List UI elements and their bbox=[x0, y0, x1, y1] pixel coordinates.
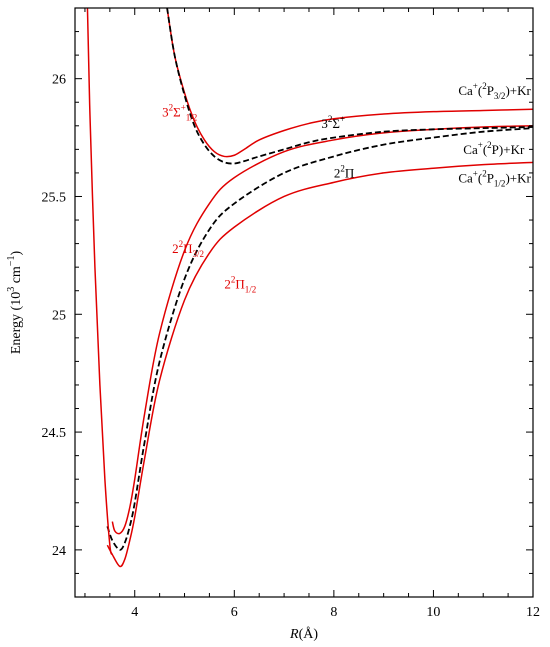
y-tick-label: 24.5 bbox=[42, 426, 67, 441]
series-line-1 bbox=[111, 125, 533, 535]
series-line-3 bbox=[166, 8, 533, 158]
label-asym12: Ca+(2P1/2)+Kr bbox=[458, 168, 531, 188]
x-tick-label: 10 bbox=[426, 605, 440, 620]
label-sigma12: 32Σ+1/2 bbox=[162, 102, 197, 122]
label-pi32: 22Π3/2 bbox=[172, 239, 204, 259]
x-axis-label: R(Å) bbox=[289, 626, 318, 642]
y-tick-label: 25 bbox=[52, 308, 66, 323]
x-axis: 4 6 8 10 12 bbox=[84, 8, 540, 620]
label-sigma: 32Σ+ bbox=[321, 114, 345, 131]
label-pi12: 22Π1/2 bbox=[224, 274, 256, 294]
plot-frame bbox=[74, 7, 534, 598]
series-line-4 bbox=[106, 127, 533, 551]
x-tick-label: 8 bbox=[330, 605, 337, 620]
y-tick-label: 24 bbox=[52, 544, 66, 559]
plot-area bbox=[86, 8, 533, 568]
y-tick-label: 25.5 bbox=[42, 190, 67, 205]
label-asymP: Ca+(2P)+Kr bbox=[463, 140, 525, 157]
label-asym32: Ca+(2P3/2)+Kr bbox=[458, 81, 531, 101]
series-line-2 bbox=[106, 161, 533, 568]
x-tick-label: 12 bbox=[526, 605, 540, 620]
curve-annotations: 32Σ+1/2 32Σ+ 22Π 22Π3/2 22Π1/2 Ca+(2P3/2)+Kr C… bbox=[162, 81, 531, 294]
y-tick-label: 26 bbox=[52, 73, 66, 88]
x-tick-label: 6 bbox=[231, 605, 238, 620]
series-line-6 bbox=[86, 8, 114, 555]
label-pi: 22Π bbox=[334, 164, 354, 181]
y-axis-label: Energy (103 cm−1) bbox=[6, 251, 24, 355]
x-tick-label: 4 bbox=[131, 605, 138, 620]
series-line-5 bbox=[166, 8, 533, 165]
y-axis: 24 24.5 25 25.5 26 bbox=[42, 7, 533, 574]
